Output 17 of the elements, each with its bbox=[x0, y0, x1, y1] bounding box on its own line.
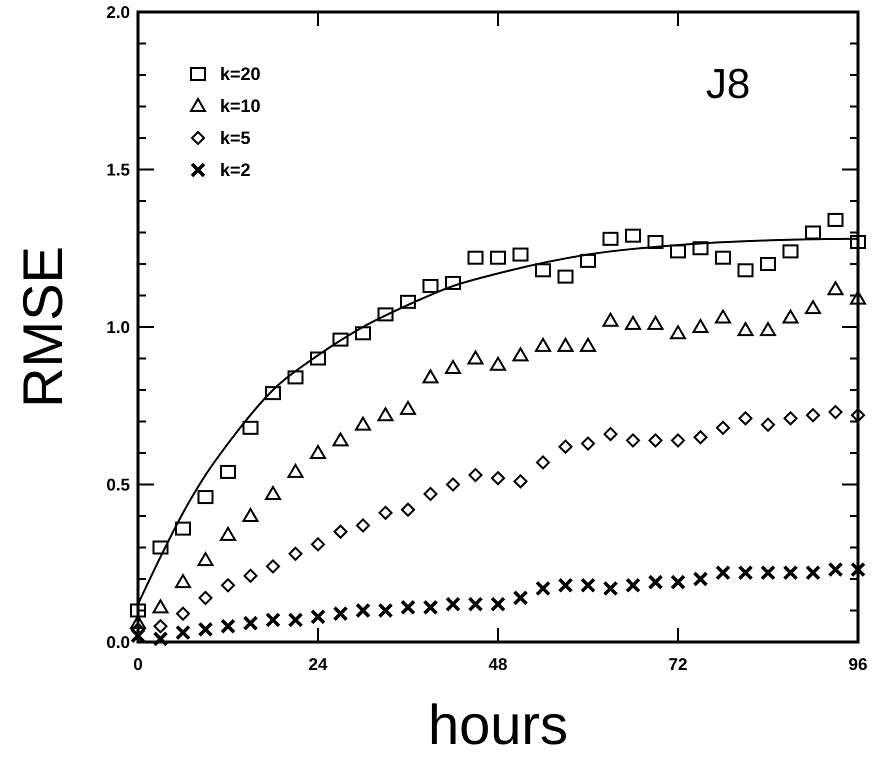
y-tick-label: 2.0 bbox=[106, 3, 130, 22]
y-tick-label: 0.0 bbox=[106, 633, 130, 652]
y-tick-label: 0.5 bbox=[106, 476, 130, 494]
x-tick-label: 24 bbox=[308, 655, 328, 674]
x-tick-label: 0 bbox=[133, 655, 143, 674]
y-tick-label: 1.5 bbox=[106, 160, 130, 180]
x-axis-title: hours bbox=[428, 693, 568, 756]
y-tick-label: 1.0 bbox=[106, 318, 130, 337]
x-tick-label: 72 bbox=[668, 655, 688, 674]
legend-label: k=5 bbox=[220, 128, 251, 148]
legend-label: k=2 bbox=[220, 160, 251, 180]
y-axis-title: RMSE bbox=[11, 246, 74, 408]
x-tick-label: 48 bbox=[488, 655, 508, 674]
x-tick-label: 96 bbox=[848, 655, 868, 674]
legend-label: k=20 bbox=[220, 64, 261, 84]
annotation: J8 bbox=[706, 60, 750, 107]
legend-label: k=10 bbox=[220, 96, 261, 116]
